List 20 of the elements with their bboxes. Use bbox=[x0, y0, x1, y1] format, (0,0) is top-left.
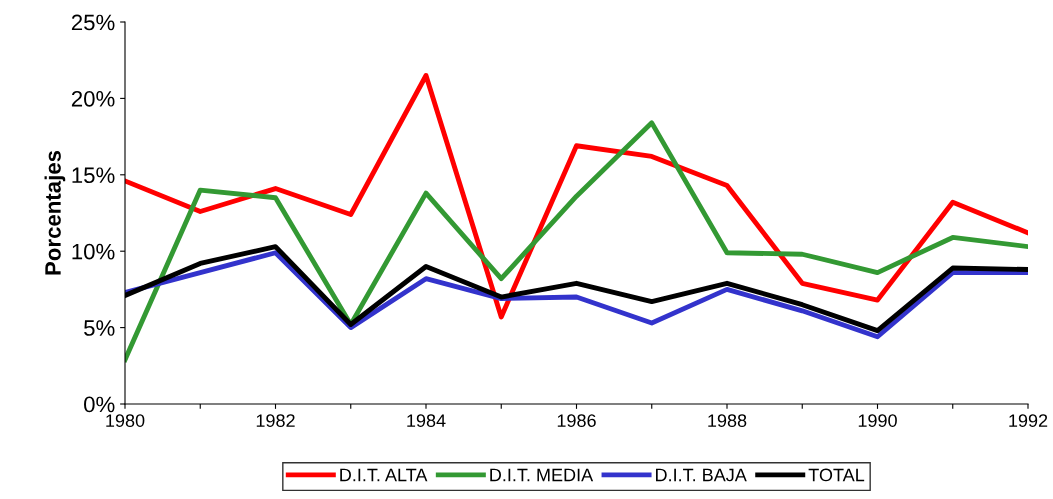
y-tick-label: 10% bbox=[72, 243, 115, 260]
x-tick-label: 1980 bbox=[106, 414, 145, 427]
y-tick-label: 15% bbox=[72, 167, 115, 184]
x-tick-label: 1986 bbox=[557, 414, 596, 427]
x-tick-label: 1982 bbox=[256, 414, 295, 427]
y-axis-title: Porcentajes bbox=[44, 150, 66, 275]
y-tick-label: 20% bbox=[71, 90, 115, 107]
x-tick-label: 1988 bbox=[708, 414, 747, 427]
x-tick-label: 1984 bbox=[407, 414, 446, 427]
y-tick-label: 25% bbox=[71, 14, 115, 31]
legend-label: D.I.T. ALTA bbox=[340, 468, 428, 482]
legend-label: D.I.T. MEDIA bbox=[490, 468, 594, 482]
y-tick-label: 0% bbox=[84, 396, 115, 413]
legend-label: TOTAL bbox=[808, 468, 865, 482]
x-tick-label: 1992 bbox=[1009, 414, 1048, 427]
line-series bbox=[125, 73, 1028, 320]
y-tick-label: 5% bbox=[84, 320, 115, 336]
x-tick-label: 1990 bbox=[858, 414, 897, 427]
legend-label: D.I.T. BAJA bbox=[656, 468, 747, 482]
line-series bbox=[125, 120, 1028, 363]
